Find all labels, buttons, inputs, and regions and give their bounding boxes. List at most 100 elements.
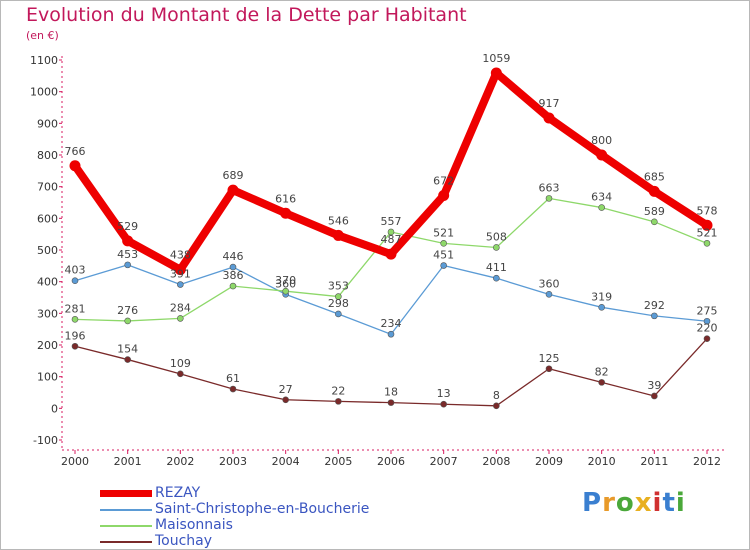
data-point (598, 379, 605, 386)
x-tick-label: 2011 (640, 455, 668, 468)
data-label: 319 (591, 290, 612, 303)
data-label: 22 (331, 384, 345, 397)
data-point (177, 370, 184, 378)
data-label: 39 (647, 379, 661, 392)
data-point (490, 67, 502, 79)
data-label: 234 (381, 317, 402, 330)
data-label: 672 (433, 175, 454, 188)
data-label: 546 (328, 214, 349, 227)
data-label: 360 (539, 277, 560, 290)
data-point (332, 229, 344, 241)
data-label: 766 (65, 145, 86, 158)
data-point (651, 392, 658, 400)
data-label: 276 (117, 304, 138, 317)
data-point (229, 385, 237, 393)
data-label: 292 (644, 299, 665, 312)
data-point (71, 342, 79, 350)
data-point (229, 263, 237, 271)
data-label: 521 (697, 226, 718, 239)
data-point (387, 330, 395, 338)
data-point (651, 312, 658, 320)
data-label: 438 (170, 249, 191, 262)
data-label: 634 (591, 191, 612, 204)
data-label: 281 (65, 302, 86, 315)
data-label: 685 (644, 170, 665, 183)
chart-title: Evolution du Montant de la Dette par Hab… (26, 4, 467, 26)
y-tick-label: 400 (37, 276, 58, 289)
data-point (648, 185, 660, 197)
x-tick-label: 2004 (272, 455, 300, 468)
data-point (124, 261, 131, 269)
data-label: 8 (493, 389, 500, 402)
data-point (703, 317, 711, 325)
data-label: 451 (433, 249, 454, 262)
data-point (69, 160, 81, 172)
data-point (387, 399, 395, 406)
data-label: 529 (117, 220, 138, 233)
data-label: 353 (328, 280, 349, 293)
data-point (335, 293, 342, 300)
data-label: 663 (539, 181, 560, 194)
x-tick-label: 2010 (588, 455, 616, 468)
data-label: 800 (591, 134, 612, 147)
data-point (545, 195, 553, 202)
y-tick-label: -100 (33, 434, 58, 447)
data-label: 82 (595, 365, 609, 378)
data-point (651, 218, 658, 226)
data-point (596, 149, 608, 161)
data-point (703, 335, 711, 342)
legend-swatch (100, 525, 152, 527)
legend-swatch (100, 509, 152, 511)
data-point (177, 281, 184, 288)
legend-label: Maisonnais (155, 517, 233, 533)
legend-label: Touchay (155, 533, 213, 549)
data-label: 27 (279, 383, 293, 396)
data-point (280, 207, 292, 219)
chart-unit: (en €) (26, 29, 59, 42)
data-point (282, 396, 289, 404)
data-label: 616 (275, 192, 296, 205)
data-label: 508 (486, 230, 507, 243)
data-label: 220 (697, 322, 718, 335)
y-tick-label: 100 (37, 371, 58, 384)
data-point (701, 219, 713, 231)
data-label: 578 (697, 204, 718, 217)
legend-swatch (100, 541, 152, 543)
data-point (545, 365, 553, 373)
data-label: 18 (384, 386, 398, 399)
y-tick-label: 1100 (30, 54, 58, 67)
data-label: 411 (486, 261, 507, 274)
data-label: 403 (65, 264, 86, 277)
data-point (598, 204, 605, 211)
data-point (229, 282, 237, 290)
data-point (335, 310, 342, 318)
data-label: 391 (170, 268, 191, 281)
data-point (543, 112, 555, 124)
data-point (545, 291, 553, 298)
data-label: 446 (223, 250, 244, 263)
data-point (227, 184, 239, 196)
data-point (71, 277, 79, 285)
legend-label: Saint-Christophe-en-Boucherie (155, 501, 370, 517)
y-tick-label: 500 (37, 244, 58, 257)
data-point (335, 398, 342, 405)
data-label: 196 (65, 329, 86, 342)
data-point (598, 304, 605, 311)
y-tick-label: 600 (37, 212, 58, 225)
data-label: 109 (170, 357, 191, 370)
x-tick-label: 2007 (430, 455, 458, 468)
data-label: 360 (275, 277, 296, 290)
x-tick-label: 2006 (377, 455, 405, 468)
data-point (440, 240, 447, 247)
y-tick-label: 300 (37, 307, 58, 320)
data-label: 298 (328, 297, 349, 310)
x-tick-label: 2008 (482, 455, 510, 468)
x-tick-label: 2000 (61, 455, 89, 468)
y-tick-label: 200 (37, 339, 58, 352)
legend-swatch (100, 490, 152, 497)
data-point (124, 317, 131, 325)
data-point (493, 274, 500, 282)
data-label: 689 (223, 169, 244, 182)
data-label: 917 (539, 97, 560, 110)
